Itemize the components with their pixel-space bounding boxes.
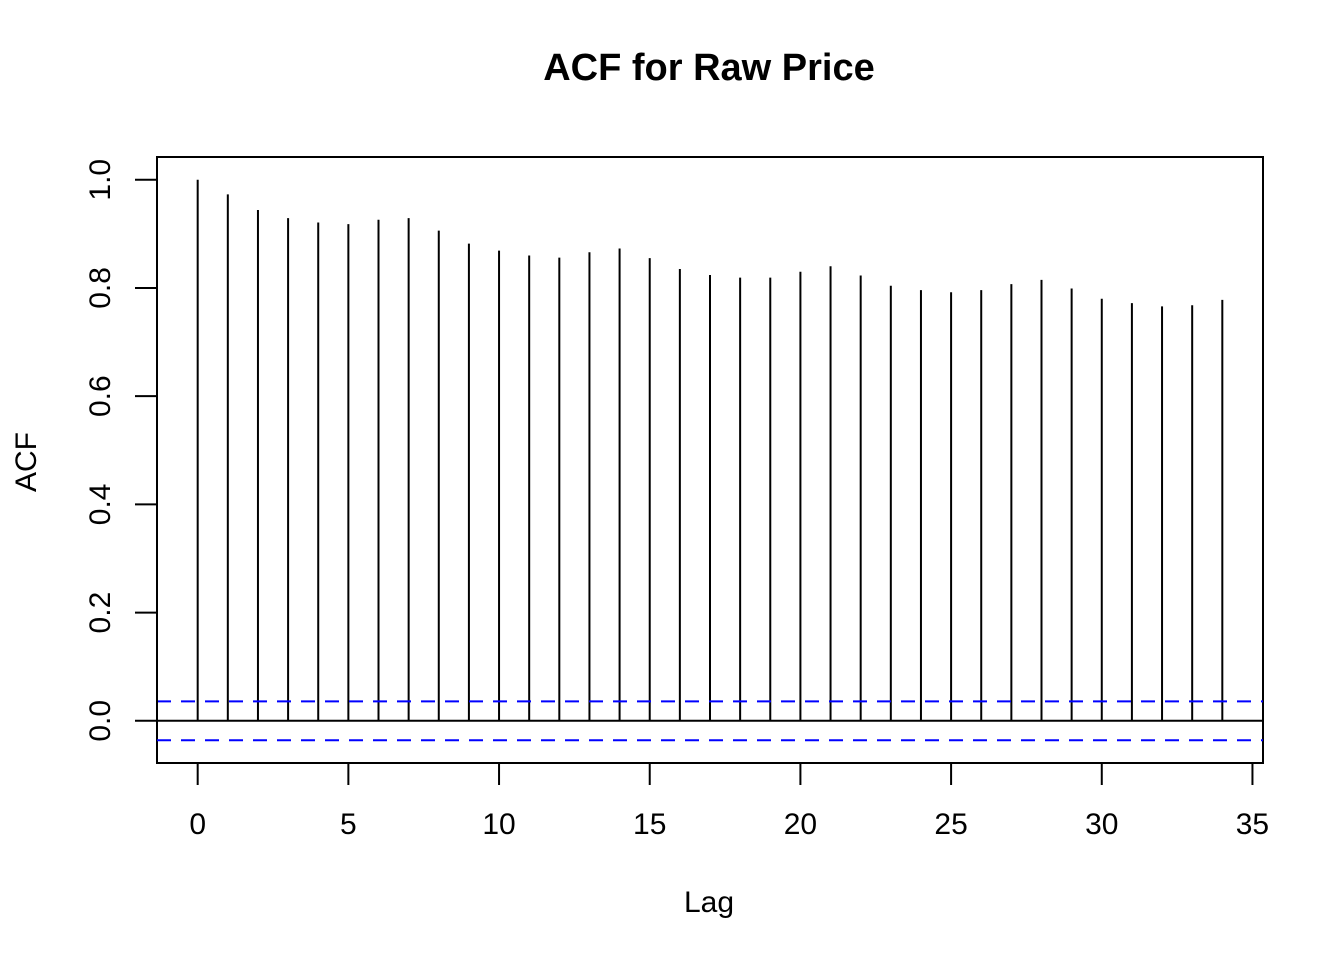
y-tick-label: 0.4: [84, 484, 117, 526]
y-tick-label: 0.2: [84, 592, 117, 634]
x-tick-label: 0: [189, 808, 206, 841]
y-axis: 0.0 0.2 0.4 0.6 0.8 1.0: [84, 159, 158, 742]
y-tick-label: 0.8: [84, 267, 117, 309]
x-axis: 0 5 10 15 20 25 30 35: [189, 762, 1269, 841]
x-tick-label: 20: [784, 808, 817, 841]
x-tick-label: 30: [1085, 808, 1118, 841]
x-tick-label: 35: [1236, 808, 1269, 841]
acf-spikes: [196, 179, 1224, 721]
y-tick-label: 0.6: [84, 375, 117, 417]
x-tick-label: 25: [934, 808, 967, 841]
x-tick-label: 15: [633, 808, 666, 841]
x-axis-label: Lag: [684, 886, 734, 919]
y-tick-label: 0.0: [84, 700, 117, 742]
x-tick-label: 10: [482, 808, 515, 841]
reference-lines: [157, 700, 1263, 742]
chart-title: ACF for Raw Price: [543, 47, 875, 89]
y-axis-label: ACF: [10, 432, 43, 492]
y-tick-label: 1.0: [84, 159, 117, 201]
x-tick-label: 5: [340, 808, 357, 841]
